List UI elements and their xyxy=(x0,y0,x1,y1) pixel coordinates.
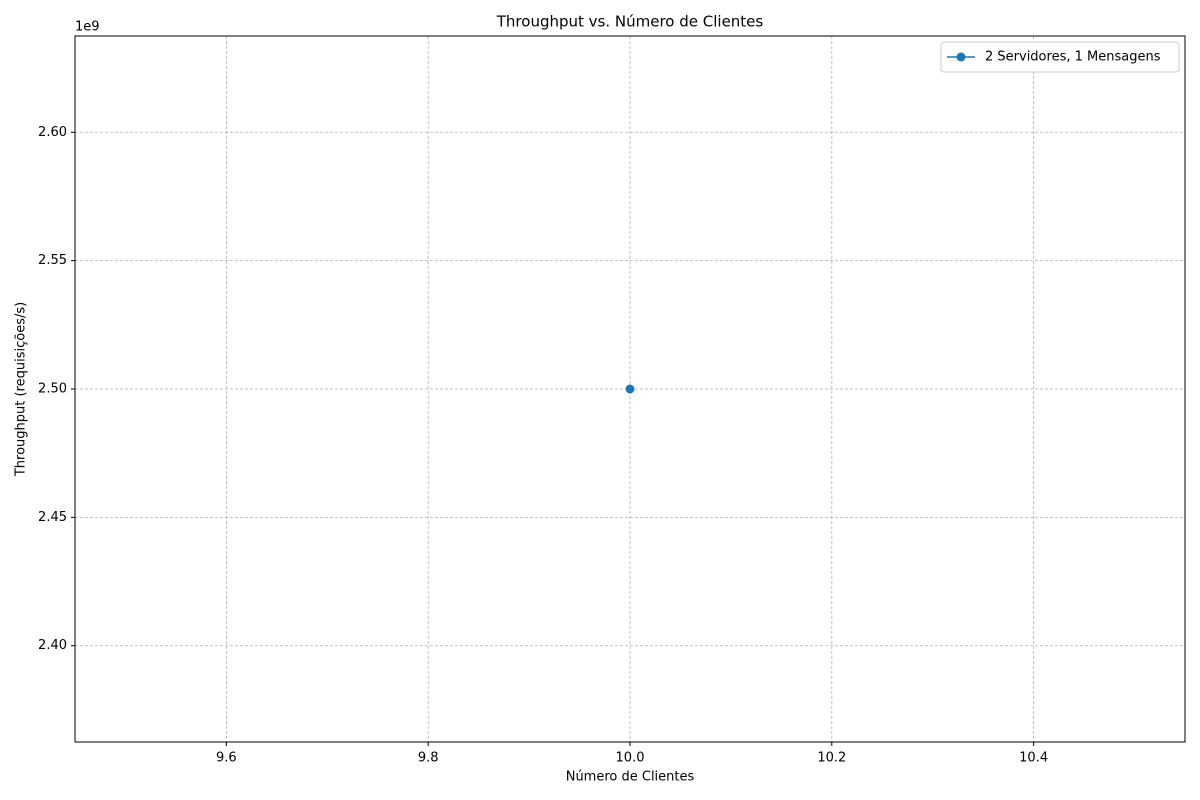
legend-box xyxy=(940,41,1180,73)
y-tick-label: 2.40 xyxy=(38,638,67,653)
x-tick-label: 9.8 xyxy=(418,751,439,766)
x-axis-label: Número de Clientes xyxy=(566,770,695,785)
y-offset-label: 1e9 xyxy=(75,20,100,35)
x-tick-label: 9.6 xyxy=(216,751,237,766)
y-tick-label: 2.45 xyxy=(38,510,67,525)
y-tick-label: 2.50 xyxy=(38,382,67,397)
data-point xyxy=(625,384,635,394)
y-tick-label: 2.60 xyxy=(38,125,67,140)
x-tick-label: 10.2 xyxy=(817,751,846,766)
x-tick-label: 10.4 xyxy=(1019,751,1048,766)
legend-marker xyxy=(956,52,966,62)
legend-label: 2 Servidores, 1 Mensagens xyxy=(985,50,1161,65)
y-axis-label: Throughput (requisições/s) xyxy=(14,302,29,477)
y-tick-label: 2.55 xyxy=(38,253,67,268)
chart-title: Throughput vs. Número de Clientes xyxy=(496,13,764,31)
plot-frame xyxy=(74,35,1186,743)
x-tick-label: 10.0 xyxy=(616,751,645,766)
